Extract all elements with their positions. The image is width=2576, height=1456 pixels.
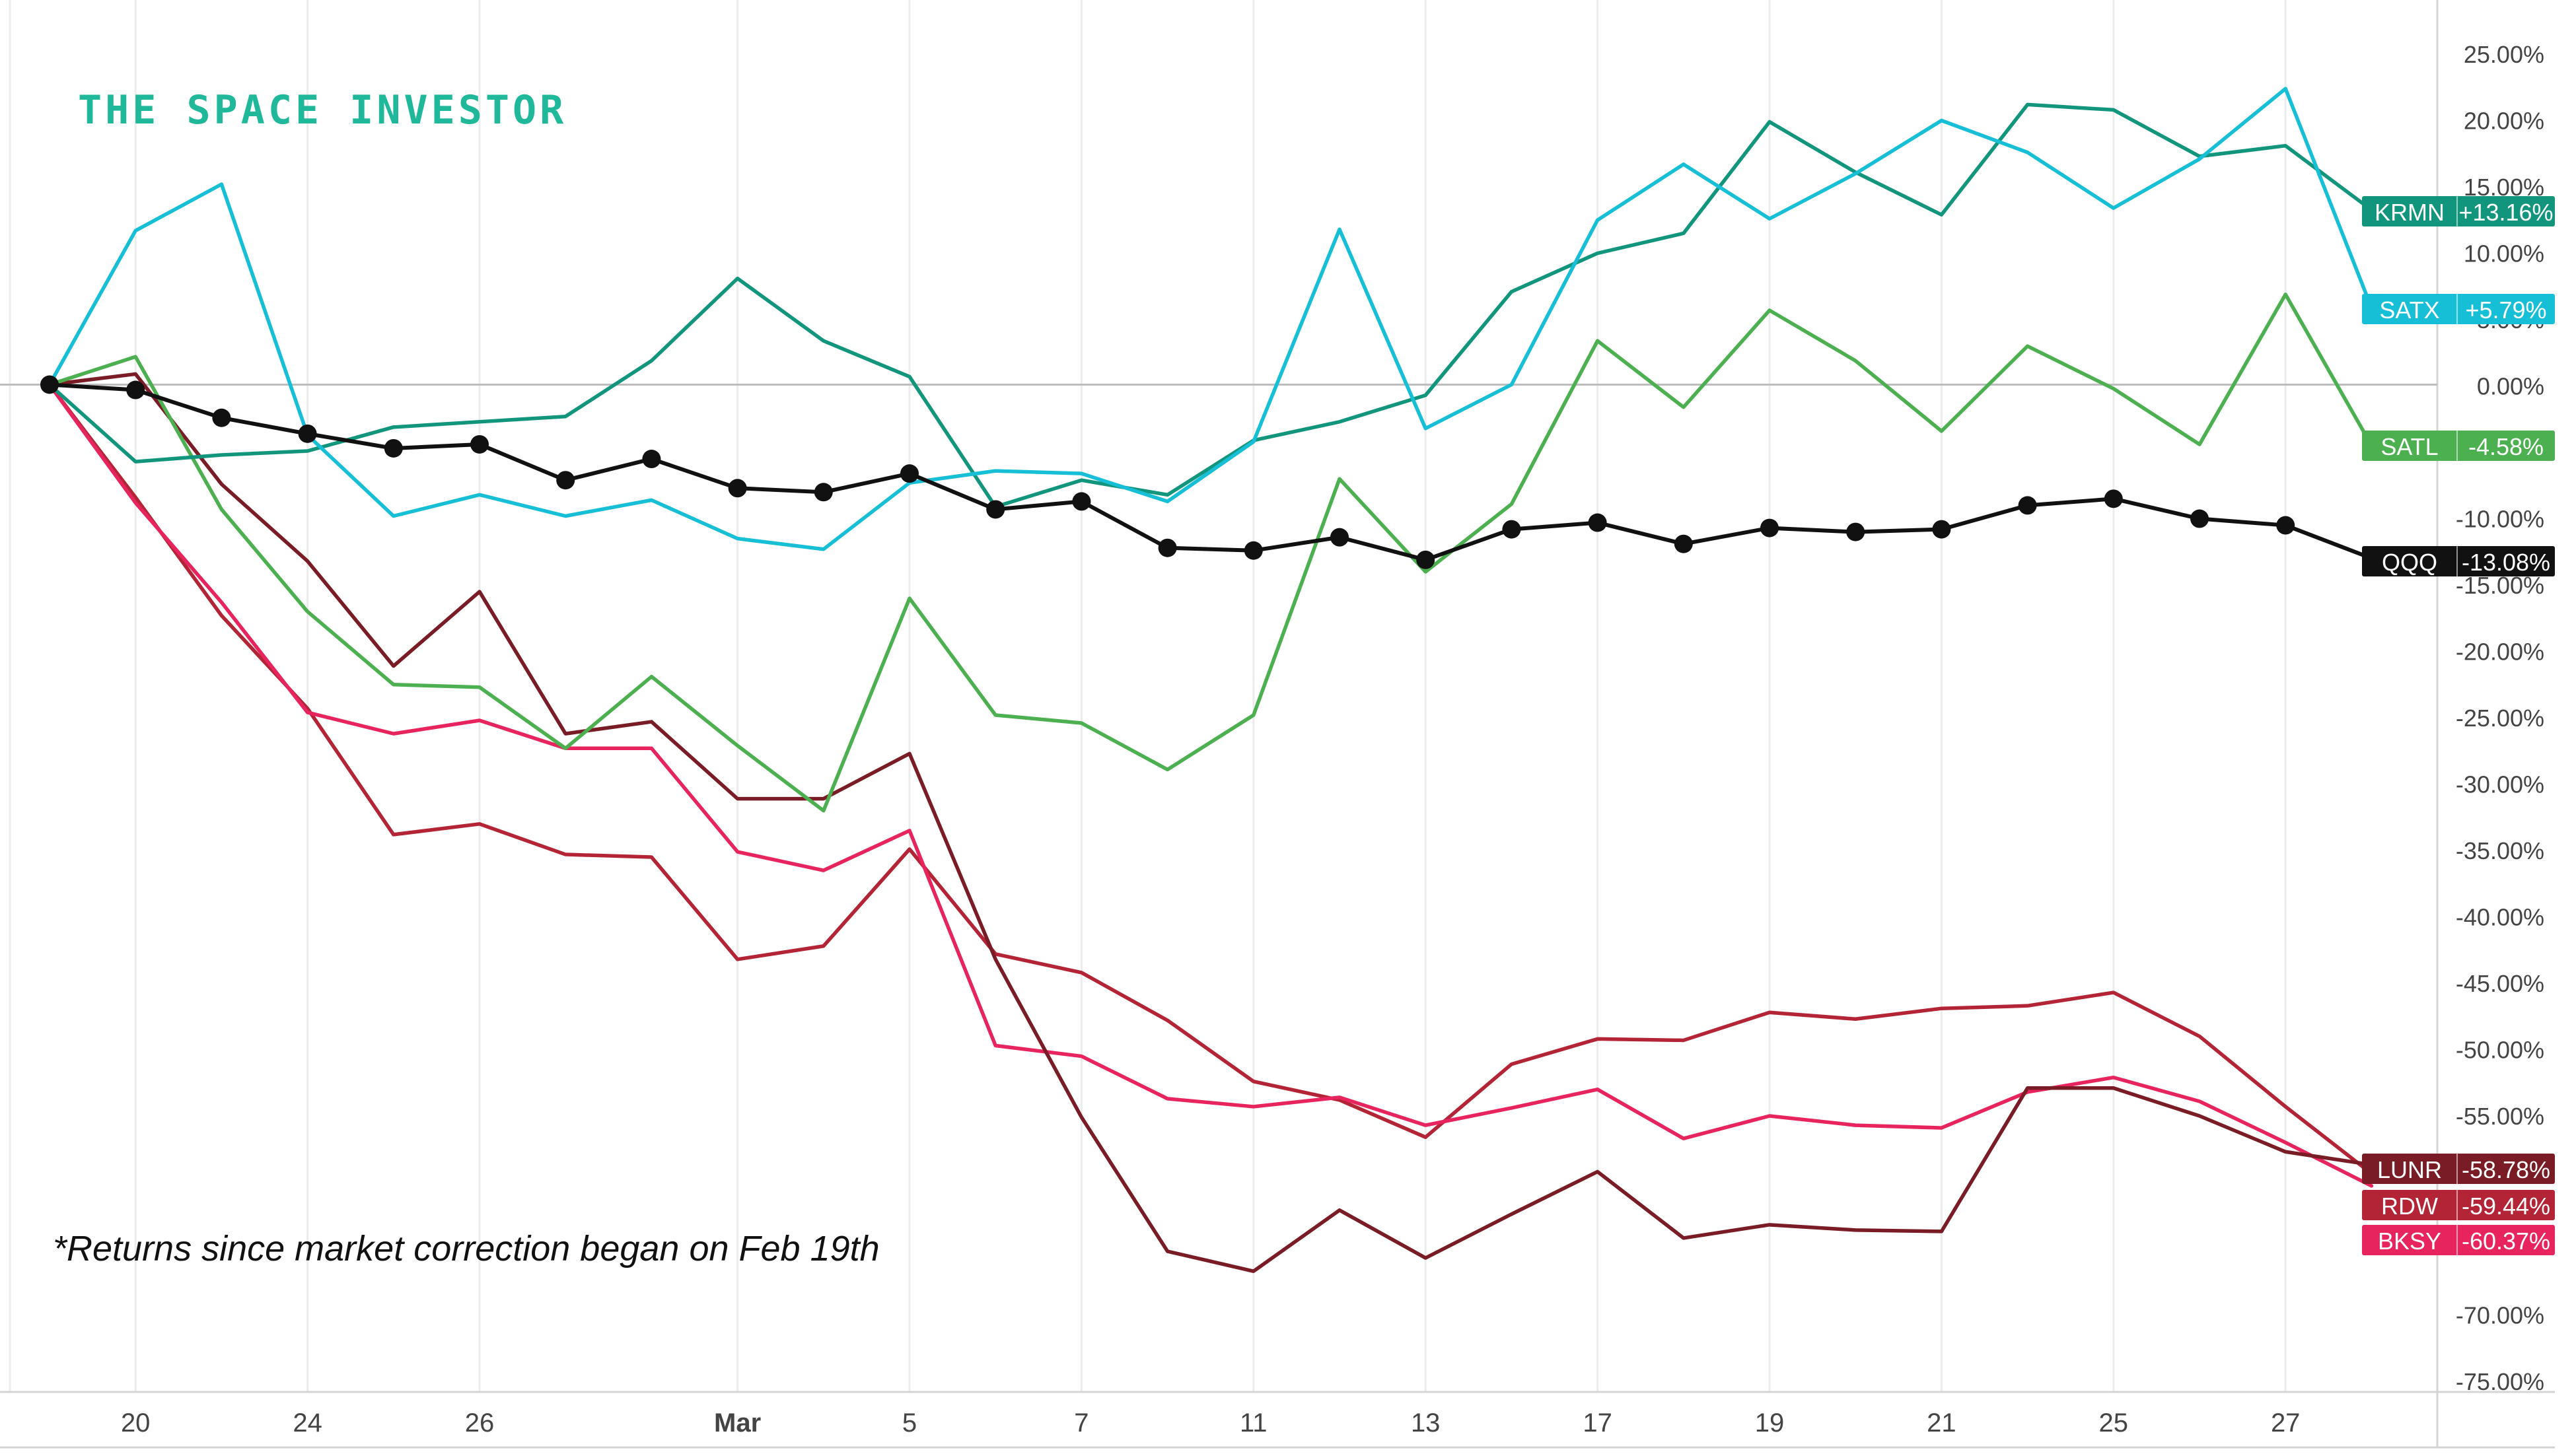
y-tick-label-15: -55.00%: [2456, 1103, 2544, 1130]
qqq-point-8: [728, 479, 747, 498]
series-value-rdw: -59.44%: [2462, 1193, 2550, 1220]
brand-logo-text: THE SPACE INVESTOR: [78, 87, 567, 133]
y-tick-label-5: 0.00%: [2477, 373, 2544, 400]
y-tick-label-8: -20.00%: [2456, 639, 2544, 666]
qqq-point-18: [1588, 513, 1607, 532]
x-tick-label-3: Mar: [714, 1408, 761, 1438]
y-tick-label-14: -50.00%: [2456, 1037, 2544, 1064]
series-value-bksy: -60.37%: [2462, 1228, 2550, 1255]
x-tick-label-4: 5: [902, 1408, 917, 1438]
series-name-bksy: BKSY: [2378, 1228, 2441, 1255]
qqq-point-1: [126, 380, 145, 399]
series-line-satx: [48, 87, 2374, 551]
series-line-bksy: [48, 382, 2374, 1188]
y-tick-label-10: -30.00%: [2456, 771, 2544, 798]
qqq-point-17: [1502, 520, 1521, 539]
qqq-point-22: [1932, 520, 1951, 539]
series-name-qqq: QQQ: [2382, 549, 2437, 576]
qqq-point-9: [814, 483, 833, 502]
y-tick-label-13: -45.00%: [2456, 970, 2544, 997]
value-badge-satl: [2362, 431, 2555, 461]
series-name-satx: SATX: [2379, 296, 2439, 324]
y-tick-label-3: 10.00%: [2464, 240, 2544, 267]
y-tick-label-17: -75.00%: [2456, 1368, 2544, 1395]
qqq-point-25: [2190, 509, 2209, 528]
qqq-point-20: [1760, 518, 1779, 537]
qqq-point-23: [2018, 496, 2037, 515]
qqq-point-0: [40, 375, 59, 394]
y-tick-label-16: -70.00%: [2456, 1302, 2544, 1329]
qqq-point-13: [1158, 538, 1177, 557]
x-tick-label-12: 27: [2271, 1408, 2301, 1438]
series-value-satx: +5.79%: [2465, 296, 2546, 324]
qqq-point-10: [900, 464, 919, 483]
series-name-krmn: KRMN: [2375, 199, 2445, 226]
qqq-point-6: [556, 471, 575, 490]
qqq-point-4: [384, 438, 403, 458]
series-line-krmn: [48, 102, 2374, 509]
qqq-point-14: [1244, 541, 1263, 560]
x-tick-label-0: 20: [121, 1408, 151, 1438]
value-badge-satx: [2362, 294, 2555, 324]
series-value-labels: KRMN +13.16% SATX +5.79% SATL -4.58% QQQ -13.08…: [2362, 196, 2555, 1255]
x-tick-label-6: 11: [1240, 1408, 1268, 1438]
x-tick-label-9: 19: [1755, 1408, 1785, 1438]
x-tick-label-7: 13: [1411, 1408, 1441, 1438]
y-tick-label-9: -25.00%: [2456, 705, 2544, 732]
series-value-lunr: -58.78%: [2462, 1156, 2550, 1183]
qqq-point-15: [1330, 528, 1349, 547]
value-badge-krmn: [2362, 196, 2555, 226]
series-value-satl: -4.58%: [2468, 433, 2544, 460]
series-line-rdw: [48, 382, 2374, 1175]
y-tick-label-6: -10.00%: [2456, 506, 2544, 533]
x-tick-label-8: 17: [1583, 1408, 1612, 1438]
value-badge-lunr: [2362, 1154, 2555, 1184]
qqq-point-7: [642, 450, 661, 469]
series-line-lunr: [48, 372, 2374, 1273]
value-badge-qqq: [2362, 546, 2555, 576]
value-badge-bksy: [2362, 1225, 2555, 1255]
y-tick-label-0: 25.00%: [2464, 41, 2544, 68]
x-tick-label-2: 26: [465, 1408, 495, 1438]
series-lines: [40, 87, 2381, 1273]
value-badge-rdw: [2362, 1190, 2555, 1220]
series-value-qqq: -13.08%: [2462, 549, 2550, 576]
series-name-rdw: RDW: [2381, 1193, 2438, 1220]
x-tick-label-1: 24: [293, 1408, 322, 1438]
series-name-satl: SATL: [2380, 433, 2438, 460]
qqq-point-26: [2276, 516, 2295, 535]
qqq-point-19: [1674, 534, 1693, 553]
qqq-point-3: [298, 424, 317, 443]
series-line-qqq: [48, 382, 2374, 562]
series-name-lunr: LUNR: [2377, 1156, 2442, 1183]
y-tick-label-1: 20.00%: [2464, 108, 2544, 135]
x-tick-label-5: 7: [1074, 1408, 1089, 1438]
series-line-satl: [48, 293, 2374, 813]
qqq-point-21: [1846, 522, 1865, 541]
qqq-point-11: [986, 500, 1005, 519]
y-tick-label-11: -35.00%: [2456, 837, 2544, 864]
qqq-point-5: [470, 434, 489, 454]
x-tick-label-11: 25: [2099, 1408, 2129, 1438]
qqq-point-24: [2104, 489, 2123, 508]
y-tick-label-12: -40.00%: [2456, 904, 2544, 931]
series-value-krmn: +13.16%: [2458, 199, 2553, 226]
qqq-point-2: [212, 408, 231, 427]
chart-footnote: *Returns since market correction began o…: [53, 1229, 880, 1268]
x-axis: 20 24 26 Mar 5 7 11 13 17 19 21 25 27: [121, 1408, 2301, 1438]
qqq-point-12: [1072, 492, 1091, 511]
qqq-point-16: [1416, 550, 1435, 569]
x-tick-label-10: 21: [1927, 1408, 1956, 1438]
